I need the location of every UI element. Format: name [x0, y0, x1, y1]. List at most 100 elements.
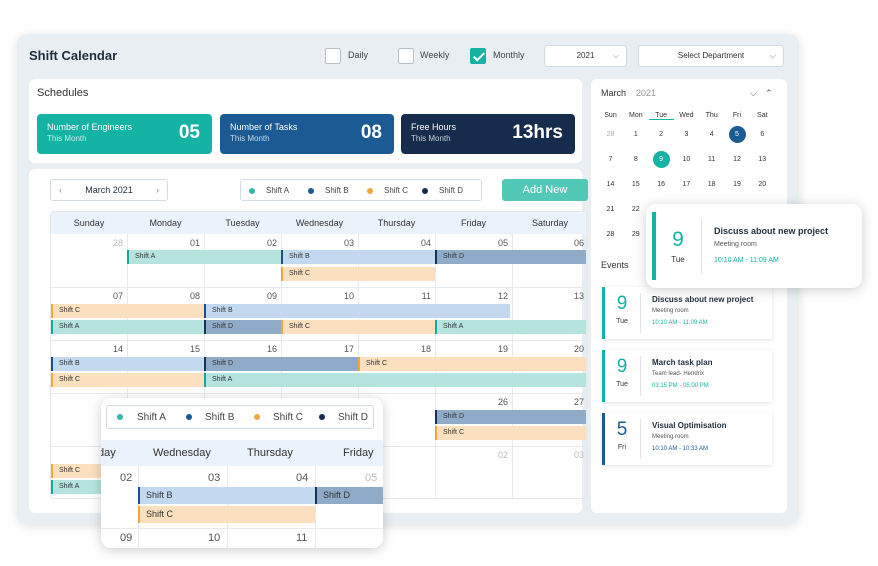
mini-day[interactable]: 7 [598, 150, 623, 170]
mini-day[interactable]: 28 [598, 125, 623, 145]
mini-day[interactable]: 8 [623, 150, 648, 170]
mini-day[interactable]: 20 [750, 175, 775, 195]
event-card[interactable]: 9 Tue Discuss about new project Meeting roo… [602, 287, 772, 339]
shift-c-bar[interactable]: Shift C [358, 357, 586, 371]
mini-day[interactable]: 13 [750, 150, 775, 170]
shift-b-bar[interactable]: Shift B [138, 487, 315, 504]
event-color-strip [602, 350, 605, 402]
mini-day-number: 15 [631, 181, 640, 188]
mini-day[interactable]: 18 [699, 175, 724, 195]
mini-day[interactable]: 4 [699, 125, 724, 145]
mini-day-number: 2 [659, 131, 664, 138]
chevron-down-icon: ⌵ [769, 51, 776, 60]
shift-c-bar[interactable]: Shift C [51, 304, 204, 318]
shift-d-bar[interactable]: Shift D [204, 357, 358, 371]
event-color-strip [602, 413, 605, 465]
mini-day-number: 20 [758, 181, 767, 188]
mini-day[interactable]: 21 [598, 200, 623, 220]
legend-label: Shift B [205, 412, 235, 423]
shift-c-bar[interactable]: Shift C [51, 373, 204, 387]
shift-d-dot [319, 414, 325, 420]
mini-day-number: 11 [708, 156, 716, 163]
mini-day[interactable]: 5 [725, 125, 750, 145]
mini-day[interactable]: 15 [623, 175, 648, 195]
weekly-checkbox[interactable] [398, 48, 414, 64]
department-select[interactable]: Select Department ⌵ [638, 45, 784, 67]
mini-day-number: 13 [758, 156, 767, 163]
year-select[interactable]: 2021 ⌵ [544, 45, 627, 67]
shift-b-bar[interactable]: Shift B [51, 357, 204, 371]
event-day: 9 [616, 293, 628, 314]
date-number: 11 [296, 532, 308, 544]
events-title: Events [601, 260, 629, 270]
event-card[interactable]: 5 Fri Visual Optimisation Meeting room 10:10… [602, 413, 772, 465]
mini-day[interactable]: 1 [623, 125, 648, 145]
mini-day-number: 17 [682, 181, 691, 188]
mini-day[interactable]: 12 [725, 150, 750, 170]
weekday-header: Friday [343, 447, 374, 459]
chevron-up-icon[interactable]: ⌃ [765, 88, 773, 98]
prev-month-icon[interactable]: ‹ [59, 185, 62, 195]
shift-a-bar[interactable]: Shift A [204, 373, 586, 387]
weekday-header: day [101, 447, 116, 459]
mini-day[interactable]: 10 [674, 150, 699, 170]
mini-day[interactable]: 16 [649, 175, 674, 195]
divider [640, 356, 641, 396]
date-number: 09 [120, 532, 133, 544]
divider [701, 218, 702, 274]
card-label: Number of Engineers [47, 122, 133, 132]
shift-b-dot [186, 414, 192, 420]
shift-d-bar[interactable]: Shift D [435, 250, 586, 264]
daily-checkbox[interactable] [325, 48, 341, 64]
event-card[interactable]: 9 Tue March task plan Team lead- Hendrix 03:… [602, 350, 772, 402]
shift-c-bar[interactable]: Shift C [435, 426, 586, 440]
mini-day[interactable]: 28 [598, 225, 623, 245]
card-sub: This Month [411, 134, 451, 143]
mini-day[interactable]: 29 [623, 225, 648, 245]
shift-c-bar[interactable]: Shift C [281, 320, 435, 334]
event-day: 5 [616, 419, 628, 440]
shift-a-bar[interactable]: Shift A [51, 320, 204, 334]
date-number: 20 [573, 344, 584, 354]
shift-b-bar[interactable]: Shift B [281, 250, 435, 264]
mini-weekday: Thu [705, 112, 718, 119]
mini-day[interactable]: 3 [674, 125, 699, 145]
event-popup[interactable]: 9 Tue Discuss about new project Meeting … [646, 204, 862, 288]
chevron-down-icon[interactable]: ⌵ [750, 88, 757, 98]
mini-day-number: 16 [657, 181, 665, 188]
mini-day[interactable]: 9 [649, 150, 674, 170]
shift-a-bar[interactable]: Shift A [127, 250, 281, 264]
mini-month: March [601, 88, 627, 98]
mini-day[interactable]: 11 [699, 150, 724, 170]
date-number: 03 [573, 450, 584, 460]
mini-day[interactable]: 14 [598, 175, 623, 195]
shift-c-bar[interactable]: Shift C [138, 506, 315, 523]
add-new-button[interactable]: Add New [502, 179, 588, 201]
date-number: 06 [573, 238, 584, 248]
mini-day[interactable]: 6 [750, 125, 775, 145]
shift-d-bar[interactable]: Shift D [204, 320, 281, 334]
card-value: 08 [360, 122, 382, 143]
mini-day[interactable]: 22 [623, 200, 648, 220]
next-month-icon[interactable]: › [156, 185, 159, 195]
event-sub: Team lead- Hendrix [652, 371, 705, 377]
card-sub: This Month [230, 134, 270, 143]
date-number: 01 [189, 238, 200, 248]
mini-day-number: 7 [608, 156, 613, 163]
page-title: Shift Calendar [29, 48, 118, 63]
shift-b-bar[interactable]: Shift B [204, 304, 510, 318]
shift-a-dot [249, 188, 255, 194]
mini-day[interactable]: 17 [674, 175, 699, 195]
mini-day[interactable]: 19 [725, 175, 750, 195]
date-number: 02 [266, 238, 277, 248]
mini-day-number: 12 [733, 156, 741, 163]
mini-day-number: 4 [709, 131, 714, 138]
mini-day-number: 28 [606, 131, 615, 138]
mini-weekday: Tue [648, 112, 674, 120]
mini-day[interactable]: 2 [649, 125, 674, 145]
shift-d-bar[interactable]: Shift D [435, 410, 586, 424]
monthly-checkbox[interactable] [470, 48, 486, 64]
shift-c-bar[interactable]: Shift C [281, 267, 435, 281]
shift-a-bar[interactable]: Shift A [435, 320, 586, 334]
shift-d-bar[interactable]: Shift D [315, 487, 383, 504]
